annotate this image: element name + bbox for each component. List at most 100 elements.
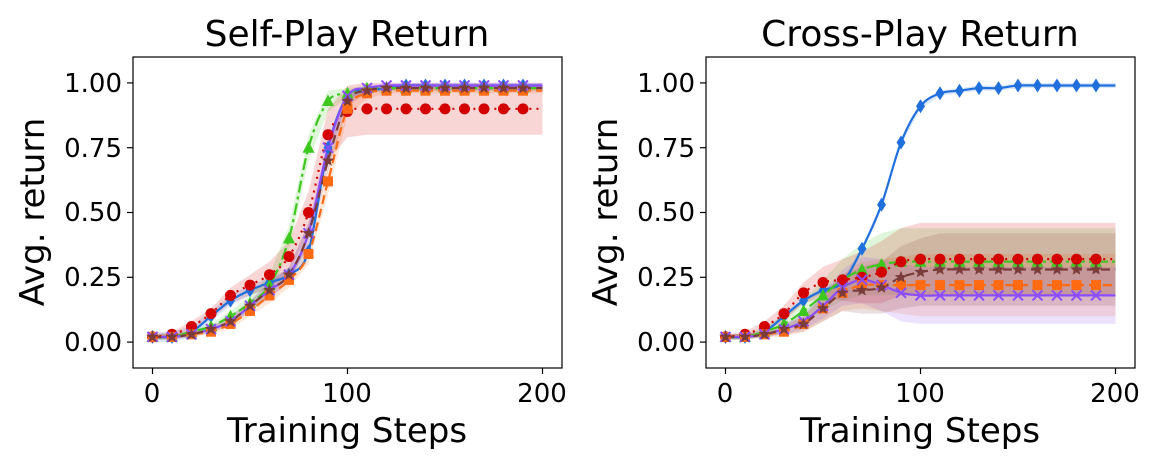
- data-point: [322, 129, 334, 141]
- data-point: [303, 207, 314, 218]
- x-tick-label: 200: [1090, 379, 1140, 409]
- y-tick-label: 1.00: [637, 69, 695, 99]
- series-line-red-circle: [152, 107, 543, 338]
- markers-brown-star: [146, 81, 530, 343]
- data-point: [264, 290, 275, 301]
- data-point: [497, 81, 510, 94]
- data-point: [758, 327, 771, 340]
- data-point: [302, 141, 315, 153]
- data-point: [953, 263, 966, 275]
- data-point: [303, 248, 314, 259]
- x-tick-label: 0: [717, 379, 734, 409]
- data-point: [876, 266, 887, 278]
- data-point: [1052, 280, 1062, 291]
- data-point: [478, 103, 490, 115]
- data-point: [1032, 253, 1043, 265]
- x-axis-label: Training Steps: [226, 411, 467, 451]
- y-tick-label: 0.75: [64, 134, 122, 164]
- data-point: [954, 253, 965, 265]
- confidence-bands: [152, 82, 543, 343]
- data-point: [361, 103, 373, 115]
- data-point: [380, 81, 393, 94]
- data-point: [400, 103, 412, 115]
- data-point: [935, 280, 945, 291]
- data-point: [1071, 280, 1082, 291]
- data-point: [974, 280, 984, 291]
- chart-title: Cross-Play Return: [761, 14, 1079, 55]
- data-point: [244, 279, 256, 291]
- data-point: [283, 231, 295, 244]
- data-point: [916, 99, 925, 114]
- data-point: [1089, 263, 1103, 275]
- data-point: [360, 84, 374, 96]
- data-point: [419, 81, 432, 94]
- data-point: [1052, 78, 1062, 93]
- data-point: [935, 86, 945, 101]
- data-point: [856, 274, 868, 286]
- data-point: [517, 103, 529, 115]
- cross-play-chart: Cross-Play Return Avg. return Training S…: [586, 14, 1140, 451]
- data-point: [974, 81, 984, 96]
- data-point: [516, 81, 530, 94]
- data-point: [778, 308, 790, 320]
- x-tick-label: 100: [322, 379, 372, 409]
- data-point: [797, 317, 810, 330]
- data-point: [955, 83, 964, 98]
- confidence-band-red-circle: [152, 82, 543, 340]
- data-point: [439, 103, 451, 115]
- data-point: [1031, 289, 1044, 302]
- data-point: [1031, 263, 1044, 275]
- data-point: [797, 304, 810, 316]
- data-point: [165, 330, 179, 343]
- data-point: [856, 271, 868, 283]
- data-point: [458, 81, 471, 94]
- data-point: [877, 197, 886, 212]
- data-point: [1051, 253, 1063, 265]
- data-point: [895, 287, 907, 299]
- data-point: [399, 81, 413, 94]
- data-point: [342, 103, 353, 114]
- data-point: [895, 256, 907, 268]
- data-point: [263, 283, 276, 296]
- data-point: [243, 299, 257, 312]
- data-point: [992, 263, 1005, 275]
- chart-title: Self-Play Return: [205, 14, 490, 55]
- data-point: [777, 322, 791, 335]
- data-point: [994, 81, 1003, 96]
- data-point: [993, 280, 1004, 291]
- data-point: [856, 263, 868, 275]
- data-point: [185, 327, 198, 340]
- data-point: [1072, 78, 1081, 93]
- y-tick-label: 0.00: [637, 328, 695, 358]
- data-point: [284, 274, 294, 285]
- data-point: [459, 103, 470, 115]
- data-point: [1013, 78, 1023, 93]
- data-point: [1051, 289, 1063, 302]
- data-point: [225, 289, 236, 301]
- data-point: [973, 253, 985, 265]
- y-tick-label: 0.25: [637, 263, 695, 293]
- data-point: [498, 103, 509, 115]
- data-point: [953, 289, 966, 302]
- data-point: [875, 257, 888, 270]
- data-point: [855, 283, 869, 296]
- data-point: [420, 103, 431, 115]
- data-point: [1011, 263, 1025, 275]
- y-tick-label: 0.50: [637, 198, 695, 228]
- data-point: [1070, 289, 1083, 302]
- data-point: [186, 321, 197, 333]
- data-point: [914, 265, 927, 278]
- confidence-bands: [725, 82, 1116, 340]
- data-point: [934, 289, 946, 302]
- self-play-chart: Self-Play Return Avg. return Training St…: [13, 14, 567, 451]
- x-axis-label: Training Steps: [799, 411, 1040, 451]
- y-axis-label: Avg. return: [13, 118, 53, 307]
- y-axis-label: Avg. return: [586, 118, 626, 307]
- data-point: [146, 330, 159, 343]
- data-point: [302, 226, 315, 239]
- data-point: [477, 81, 491, 94]
- data-point: [321, 154, 335, 166]
- data-point: [1033, 78, 1042, 93]
- data-point: [915, 253, 926, 265]
- data-point: [894, 270, 908, 283]
